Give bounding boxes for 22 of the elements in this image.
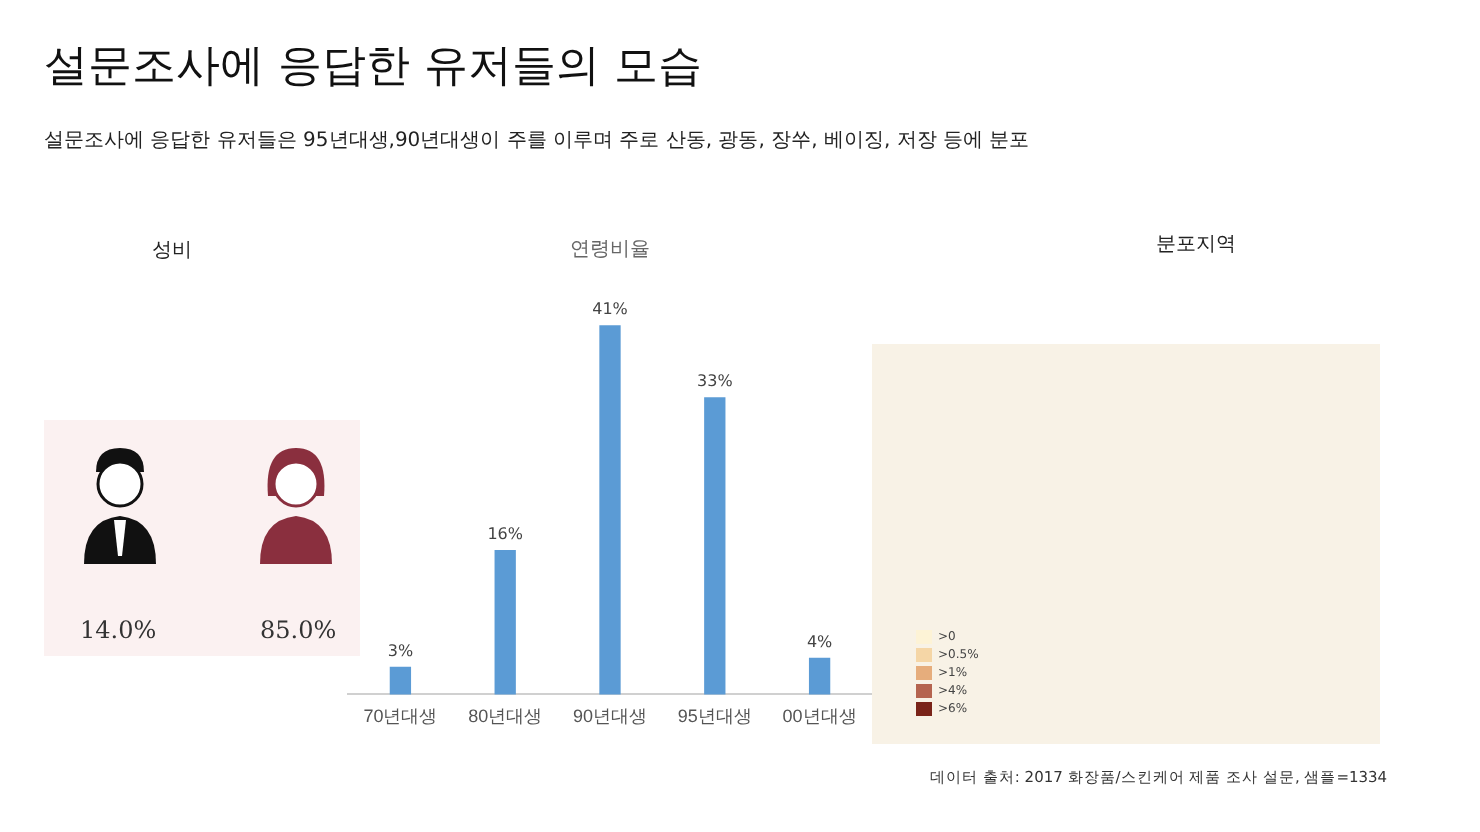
- text: 설문조사에 응답한 유저들은 95년대생,90년대생이 주를 이루며 주로 산동, 광동, 장쑤, 베이징, 저장 등에 분포: [44, 128, 1032, 154]
- data-label: 41%: [592, 300, 629, 319]
- x-tick-label: 95년대생: [677, 706, 752, 727]
- x-tick-label: 70년대생: [363, 706, 438, 727]
- text: 14.0%: [80, 616, 157, 644]
- data-label: 3%: [387, 641, 414, 660]
- bar: [389, 666, 412, 695]
- bar: [704, 397, 726, 695]
- text: 설문조사에 응답한 유저들의 모습: [44, 40, 704, 96]
- text: 분포지역: [1156, 232, 1236, 258]
- text: 성비: [152, 238, 192, 264]
- x-tick-label: 80년대생: [468, 706, 543, 727]
- data-label: 16%: [487, 524, 524, 543]
- data-label: 4%: [806, 632, 834, 651]
- bar: [808, 657, 831, 695]
- data-label: 33%: [697, 372, 734, 390]
- x-tick-label: 00년대생: [782, 706, 857, 727]
- x-tick-label: 90년대생: [572, 706, 648, 727]
- text: 85.0%: [260, 616, 337, 644]
- chart-title: 연령비율: [570, 239, 650, 262]
- bar: [494, 549, 516, 695]
- bar: [599, 325, 621, 695]
